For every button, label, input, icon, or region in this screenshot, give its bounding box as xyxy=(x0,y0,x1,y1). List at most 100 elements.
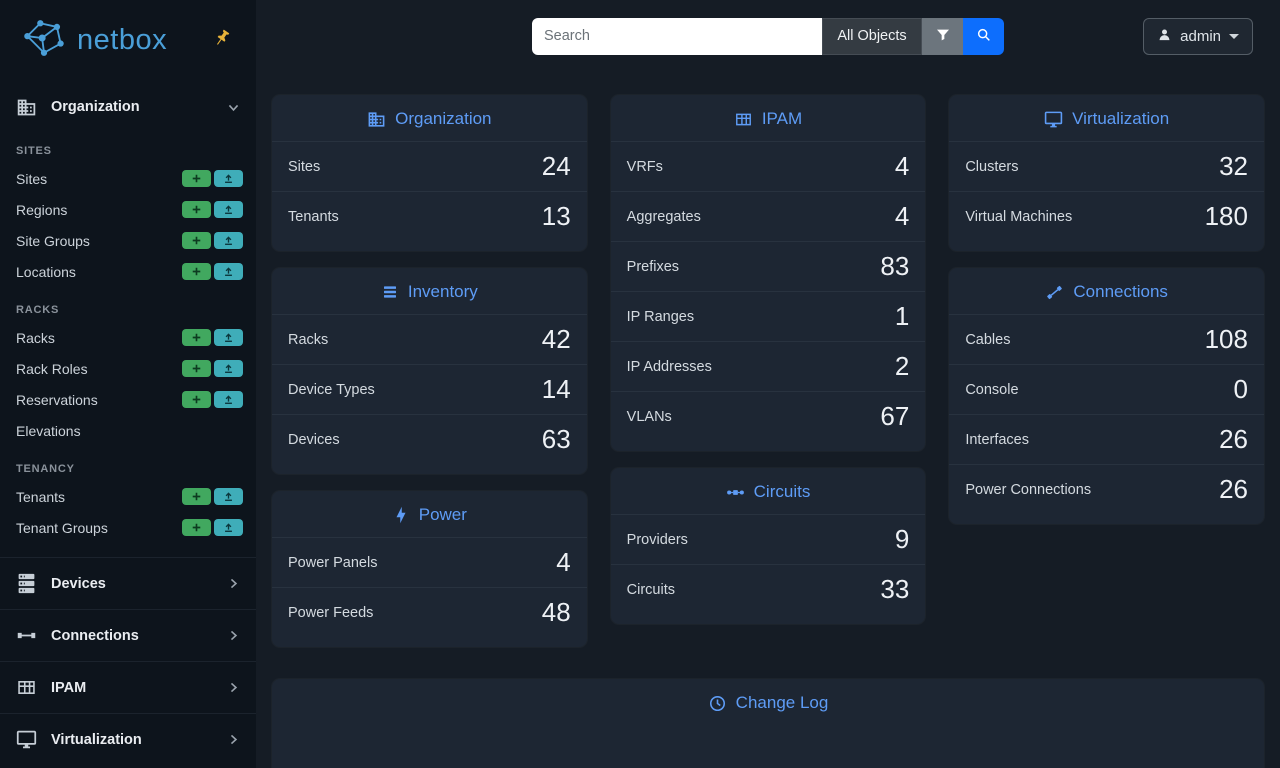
search-submit-button[interactable] xyxy=(963,17,1004,55)
stat-value[interactable]: 24 xyxy=(541,151,571,181)
stat-value[interactable]: 2 xyxy=(894,351,910,381)
netbox-logo[interactable]: netbox xyxy=(20,17,167,64)
stat-value[interactable]: 9 xyxy=(894,524,910,554)
sidebar-item-label[interactable]: Rack Roles xyxy=(16,360,88,377)
user-menu-button[interactable]: admin xyxy=(1143,17,1253,55)
stat-label[interactable]: Racks xyxy=(288,331,329,348)
tenant-groups-import-button[interactable] xyxy=(214,519,243,536)
stat-label[interactable]: Power Panels xyxy=(288,554,378,571)
sidebar-item-site-groups[interactable]: Site Groups xyxy=(0,225,256,256)
stat-label[interactable]: Prefixes xyxy=(626,258,680,275)
search-input[interactable] xyxy=(532,17,822,55)
sidebar-group-racks: RACKS xyxy=(16,304,60,316)
stat-value[interactable]: 4 xyxy=(894,201,910,231)
stat-label[interactable]: Power Connections xyxy=(965,481,1092,498)
stat-value[interactable]: 0 xyxy=(1233,374,1248,404)
site-groups-add-button[interactable] xyxy=(182,232,211,249)
locations-add-button[interactable] xyxy=(182,263,211,280)
filter-button[interactable] xyxy=(922,17,963,55)
site-groups-import-button[interactable] xyxy=(214,232,243,249)
stat-label[interactable]: Device Types xyxy=(288,381,375,398)
stat-value[interactable]: 32 xyxy=(1219,151,1248,181)
sidebar-item-label[interactable]: Racks xyxy=(16,329,55,346)
locations-import-button[interactable] xyxy=(214,263,243,280)
sidebar-item-ipam[interactable]: IPAM xyxy=(0,661,256,713)
stat-label[interactable]: VRFs xyxy=(626,158,663,175)
chevron-right-icon xyxy=(227,577,240,590)
sidebar-item-locations[interactable]: Locations xyxy=(0,256,256,287)
stat-label[interactable]: Interfaces xyxy=(965,431,1029,448)
stat-row: Clusters 32 xyxy=(949,141,1264,191)
sidebar-item-elevations[interactable]: Elevations xyxy=(0,415,256,446)
stat-value[interactable]: 33 xyxy=(880,574,910,604)
sidebar-item-racks[interactable]: Racks xyxy=(0,322,256,353)
sidebar-item-label[interactable]: Locations xyxy=(16,263,76,280)
stat-label[interactable]: Cables xyxy=(965,331,1011,348)
racks-import-button[interactable] xyxy=(214,329,243,346)
search-scope-button[interactable]: All Objects xyxy=(822,17,922,55)
stat-label[interactable]: Virtual Machines xyxy=(965,208,1073,225)
stat-row: Aggregates 4 xyxy=(610,191,926,241)
reservations-add-button[interactable] xyxy=(182,391,211,408)
stat-value[interactable]: 26 xyxy=(1219,424,1248,454)
sidebar-item-rack-roles[interactable]: Rack Roles xyxy=(0,353,256,384)
racks-add-button[interactable] xyxy=(182,329,211,346)
sidebar-item-reservations[interactable]: Reservations xyxy=(0,384,256,415)
sites-import-button[interactable] xyxy=(214,170,243,187)
sidebar-item-regions[interactable]: Regions xyxy=(0,194,256,225)
stat-label[interactable]: Aggregates xyxy=(626,208,701,225)
sidebar-item-virtualization[interactable]: Virtualization xyxy=(0,713,256,765)
stat-value[interactable]: 63 xyxy=(541,424,571,454)
stat-label[interactable]: Devices xyxy=(288,431,340,448)
sidebar-item-tenant-groups[interactable]: Tenant Groups xyxy=(0,512,256,543)
rack-roles-import-button[interactable] xyxy=(214,360,243,377)
stat-row: Power Connections 26 xyxy=(949,464,1264,514)
stat-label[interactable]: Sites xyxy=(288,158,321,175)
stat-label[interactable]: Providers xyxy=(626,531,688,548)
stat-value[interactable]: 4 xyxy=(556,547,571,577)
stat-row: Racks 42 xyxy=(272,314,587,364)
sidebar-item-connections[interactable]: Connections xyxy=(0,609,256,661)
sidebar-item-devices[interactable]: Devices xyxy=(0,557,256,609)
sidebar-item-organization[interactable]: Organization xyxy=(0,86,256,128)
reservations-import-button[interactable] xyxy=(214,391,243,408)
stat-label[interactable]: Power Feeds xyxy=(288,604,374,621)
stat-label[interactable]: IP Addresses xyxy=(626,358,712,375)
stat-label[interactable]: Clusters xyxy=(965,158,1019,175)
sidebar-item-sites[interactable]: Sites xyxy=(0,163,256,194)
sidebar-item-label[interactable]: Sites xyxy=(16,170,48,187)
sites-add-button[interactable] xyxy=(182,170,211,187)
sidebar-item-label[interactable]: Tenant Groups xyxy=(16,519,108,536)
stat-value[interactable]: 4 xyxy=(894,151,910,181)
stat-value[interactable]: 67 xyxy=(880,401,910,431)
stat-value[interactable]: 1 xyxy=(894,301,910,331)
sidebar-item-label[interactable]: Reservations xyxy=(16,391,98,408)
stat-value[interactable]: 13 xyxy=(541,201,571,231)
stat-value[interactable]: 48 xyxy=(541,597,571,627)
rack-roles-add-button[interactable] xyxy=(182,360,211,377)
sidebar-item-label[interactable]: Site Groups xyxy=(16,232,90,249)
regions-add-button[interactable] xyxy=(182,201,211,218)
tenants-add-button[interactable] xyxy=(182,488,211,505)
stat-value[interactable]: 180 xyxy=(1204,201,1248,231)
stat-value[interactable]: 14 xyxy=(541,374,571,404)
stat-label[interactable]: IP Ranges xyxy=(626,308,695,325)
regions-import-button[interactable] xyxy=(214,201,243,218)
card-title: Inventory xyxy=(407,282,478,301)
sidebar-item-label[interactable]: Elevations xyxy=(16,422,81,439)
stat-value[interactable]: 26 xyxy=(1219,474,1248,504)
sidebar-item-label[interactable]: Tenants xyxy=(16,488,66,505)
tenants-import-button[interactable] xyxy=(214,488,243,505)
stat-value[interactable]: 108 xyxy=(1204,324,1248,354)
pin-sidebar-icon[interactable] xyxy=(212,28,232,53)
stat-label[interactable]: VLANs xyxy=(626,408,672,425)
stat-value[interactable]: 42 xyxy=(541,324,571,354)
sidebar-item-label[interactable]: Regions xyxy=(16,201,68,218)
stat-value[interactable]: 83 xyxy=(880,251,910,281)
tenant-groups-add-button[interactable] xyxy=(182,519,211,536)
sidebar-item-tenants[interactable]: Tenants xyxy=(0,481,256,512)
virtualization-icon xyxy=(16,729,38,751)
stat-label[interactable]: Circuits xyxy=(626,581,675,598)
stat-label[interactable]: Tenants xyxy=(288,208,339,225)
stat-label[interactable]: Console xyxy=(965,381,1019,398)
